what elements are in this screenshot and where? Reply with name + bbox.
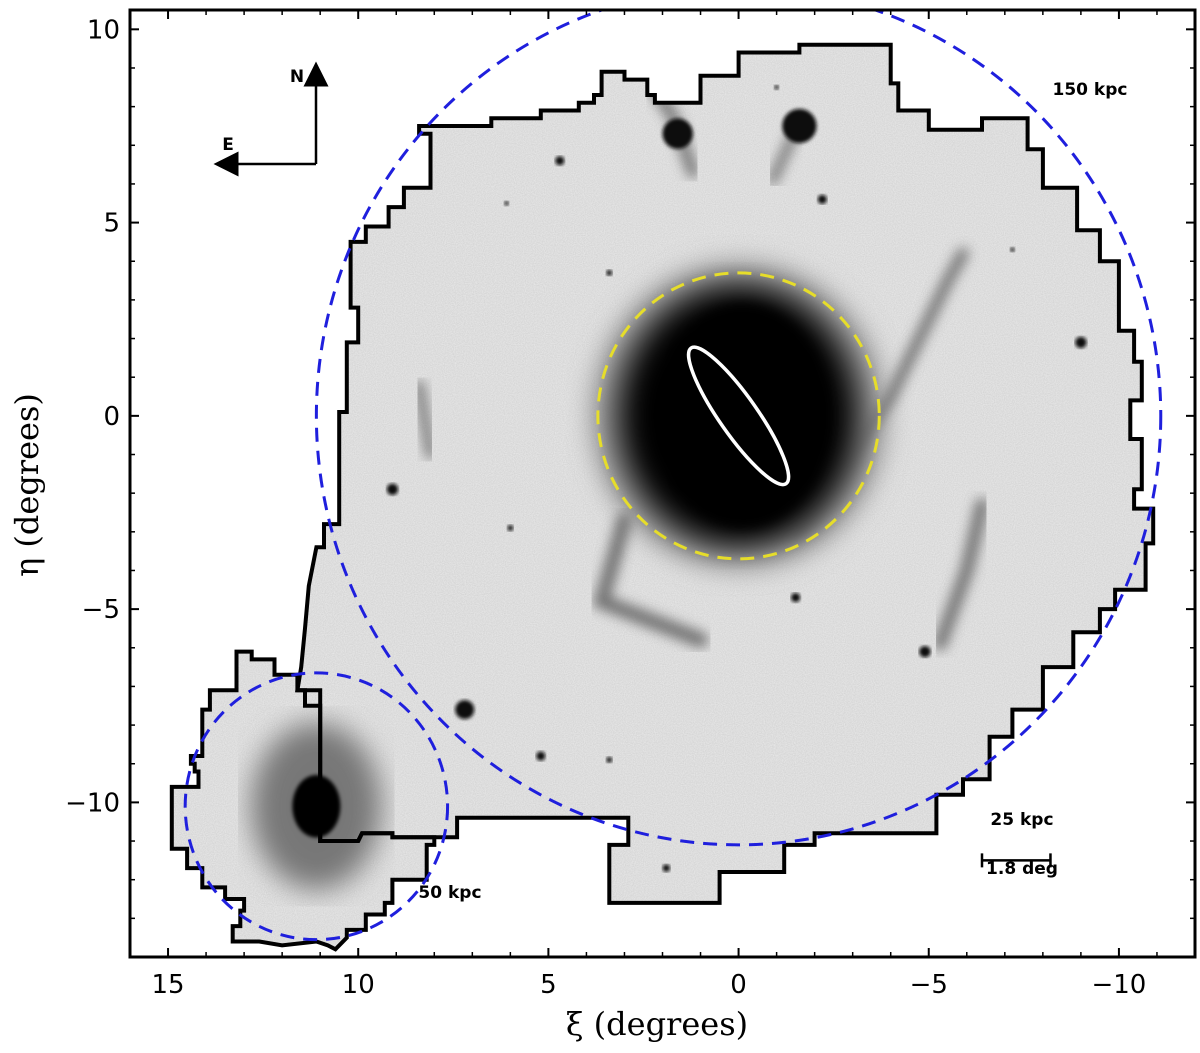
x-tick-label: 15: [151, 970, 184, 1000]
point-source-11: [536, 751, 546, 761]
point-source-10: [817, 194, 827, 204]
x-tick-label: −10: [1091, 970, 1146, 1000]
x-tick-label: 5: [540, 970, 557, 1000]
footprint-main-outline: [295, 42, 1156, 905]
axis-ticks: 15 10 5 0 −5 −10 10 5 0 −5 −10: [65, 10, 1196, 1000]
y-axis-label: η (degrees): [8, 393, 46, 577]
y-tick-label: −10: [65, 788, 120, 818]
point-source-6: [1075, 336, 1087, 349]
compass-rose: N E: [213, 61, 329, 177]
y-tick-label: 0: [103, 402, 120, 432]
point-source-5: [386, 483, 399, 495]
halo-center: [658, 304, 829, 528]
point-source-4: [455, 700, 475, 720]
point-source-13: [606, 269, 613, 276]
x-tick-label: 10: [342, 970, 375, 1000]
x-axis-label: ξ (degrees): [566, 1005, 748, 1043]
point-source-2: [662, 118, 693, 149]
stream-2: [414, 380, 436, 460]
footprint-satellite-outline: [169, 649, 437, 952]
stream-5: [592, 512, 709, 648]
north-label: N: [290, 67, 304, 87]
satellite-core: [292, 774, 341, 838]
east-label: E: [222, 135, 234, 155]
stream-1: [933, 498, 989, 651]
circle-label-150kpc: 150 kpc: [1053, 80, 1128, 100]
y-tick-label: 5: [103, 209, 120, 239]
survey-footprint: [169, 42, 1156, 952]
radius-circles: [183, 10, 1163, 942]
scale-bar: [980, 853, 1052, 868]
circle-label-50kpc: 50 kpc: [418, 883, 481, 903]
point-source-15: [507, 524, 514, 531]
radius-circle-2: [596, 271, 881, 561]
disk-ellipse-outline: [686, 345, 791, 487]
radius-circle-1: [183, 671, 450, 942]
point-source-9: [555, 156, 565, 166]
point-source-16: [606, 756, 613, 763]
scale-bar-physical-label: 25 kpc: [990, 810, 1053, 830]
point-source-18: [774, 85, 779, 90]
point-source-8: [791, 592, 801, 603]
point-source-3: [782, 108, 817, 144]
x-tick-label: −5: [910, 970, 948, 1000]
x-tick-label: 0: [730, 970, 747, 1000]
point-source-17: [1010, 247, 1015, 252]
point-source-14: [504, 200, 509, 206]
point-source-12: [662, 864, 671, 872]
disk-ellipse: [686, 345, 791, 487]
y-tick-label: 10: [87, 15, 120, 45]
scale-bar-angular-label: 1.8 deg: [986, 859, 1058, 879]
point-source-7: [919, 645, 931, 658]
y-tick-label: −5: [82, 595, 120, 625]
radius-circle-0: [314, 10, 1163, 847]
